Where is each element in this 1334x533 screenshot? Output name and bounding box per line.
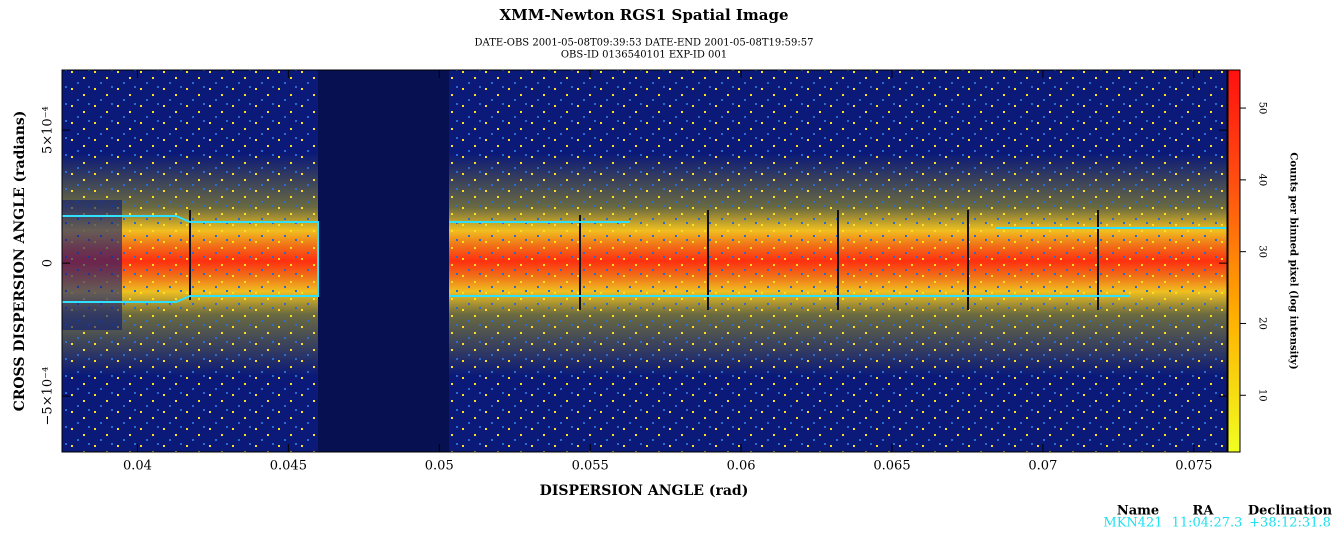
subtitle: DATE-OBS 2001-05-08T09:39:53 DATE-END 20… [475,38,814,49]
table-cell: 11:04:27.3 [1172,516,1243,531]
x-tick-label: 0.06 [727,459,756,474]
table-header: Declination [1248,504,1333,519]
chart-title: XMM-Newton RGS1 Spatial Image [499,6,788,24]
image [62,70,1227,452]
extraction-region [62,215,1227,303]
x-tick-label: 0.065 [873,459,910,474]
chip-gap [318,70,449,452]
x-axis-label: DISPERSION ANGLE (rad) [540,483,749,499]
colorbar-tick-label: 20 [1257,317,1268,330]
y-tick-label: 0 [41,259,56,267]
colorbar-tick-label: 10 [1257,389,1268,402]
x-tick-label: 0.04 [123,459,152,474]
source-table: Name RA Declination [1117,504,1333,519]
colorbar-tick-label: 50 [1257,102,1268,115]
table-cell: MKN421 [1103,516,1162,531]
x-tick-label: 0.07 [1028,459,1057,474]
x-tick-label: 0.045 [270,459,307,474]
x-tick-label: 0.075 [1175,459,1212,474]
image-edge [62,200,122,330]
y-tick-label: −5×10⁻⁴ [41,367,56,426]
source-row: MKN421 11:04:27.3 +38:12:31.8 [1103,516,1330,531]
x-tick-label: 0.055 [572,459,609,474]
subtitle: OBS-ID 0136540101 EXP-ID 001 [561,50,727,61]
table-header: RA [1193,504,1215,519]
x-tick-label: 0.05 [425,459,454,474]
dead-columns [189,210,1099,310]
plot-frame [61,69,1228,453]
y-tick-label: 5×10⁻⁴ [41,106,56,154]
colorbar-tick-label: 30 [1257,245,1268,258]
table-cell: +38:12:31.8 [1249,516,1331,531]
table-header: Name [1117,504,1159,519]
image-noise [62,70,1227,452]
colorbar-tick-label: 40 [1257,173,1268,186]
colorbar-label: Counts per binned pixel (log intensity) [1288,152,1299,369]
y-axis-label: CROSS DISPERSION ANGLE (radians) [12,111,28,412]
colorbar [1227,69,1241,453]
